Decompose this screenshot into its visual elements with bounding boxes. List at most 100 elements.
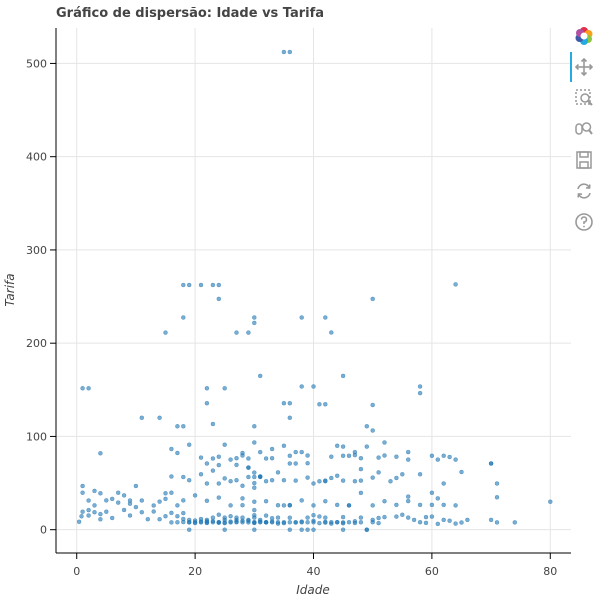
scatter-point (198, 455, 204, 460)
scatter-point (216, 282, 222, 288)
scatter-point (181, 498, 186, 503)
scatter-point (252, 424, 257, 429)
scatter-point (192, 493, 198, 498)
scatter-point (417, 384, 423, 389)
scatter-point (127, 501, 133, 506)
scatter-point (370, 475, 375, 480)
scatter-point (269, 515, 275, 521)
reset-icon[interactable] (574, 181, 594, 201)
scatter-point (252, 315, 257, 320)
scatter-point (376, 455, 381, 460)
scatter-point (104, 509, 109, 514)
scatter-point (80, 483, 85, 489)
scatter-point (222, 386, 227, 391)
scatter-point (417, 472, 423, 477)
scatter-point (358, 515, 364, 520)
scatter-point (417, 519, 423, 525)
scatter-point (269, 446, 275, 452)
scatter-point (293, 478, 298, 483)
scatter-point (287, 515, 293, 520)
scatter-point (234, 515, 239, 520)
scatter-point (405, 515, 411, 520)
x-tick-label: 80 (543, 565, 557, 578)
scatter-point (175, 450, 180, 456)
scatter-point (157, 415, 162, 421)
y-tick-label: 300 (26, 244, 47, 257)
scatter-point (305, 515, 310, 520)
scatter-point (151, 509, 156, 514)
scatter-point (323, 402, 328, 407)
scatter-point (86, 386, 91, 391)
scatter-point (287, 49, 293, 55)
bokeh-logo-icon[interactable] (574, 26, 594, 46)
scatter-point (299, 384, 304, 389)
scatter-point (429, 453, 435, 459)
scatter-point (121, 493, 127, 498)
scatter-point (281, 400, 287, 406)
scatter-point (417, 390, 423, 396)
scatter-point (228, 503, 233, 508)
scatter-point (80, 386, 85, 391)
scatter-point (429, 490, 435, 496)
scatter-point (329, 454, 334, 459)
x-ticks: 0 20 40 60 80 (73, 553, 557, 578)
save-icon[interactable] (574, 150, 594, 170)
scatter-point (175, 503, 180, 508)
box-zoom-icon[interactable] (574, 88, 594, 108)
scatter-point (358, 455, 364, 461)
scatter-point (346, 453, 352, 459)
wheel-zoom-icon[interactable] (574, 119, 594, 139)
pan-icon[interactable] (574, 57, 594, 77)
scatter-point (234, 477, 239, 483)
scatter-point (305, 460, 310, 466)
scatter-point (429, 502, 435, 508)
scatter-point (334, 502, 340, 508)
scatter-point (257, 449, 263, 455)
scatter-point (394, 454, 399, 459)
y-tick-label: 500 (26, 57, 47, 70)
scatter-point (86, 507, 91, 513)
scatter-point (109, 515, 115, 521)
scatter-point (228, 513, 233, 519)
help-icon[interactable] (574, 212, 594, 232)
scatter-point (305, 453, 310, 458)
scatter-point (133, 483, 139, 489)
scatter-point (459, 520, 464, 525)
scatter-point (186, 282, 192, 288)
scatter-point (80, 509, 85, 514)
scatter-point (139, 509, 145, 515)
scatter-point (287, 400, 293, 406)
scatter-point (263, 478, 269, 484)
scatter-point (181, 474, 186, 480)
scatter-point (323, 498, 328, 504)
scatter-point (370, 296, 375, 302)
chart-title: Gráfico de dispersão: Idade vs Tarifa (56, 6, 324, 21)
scatter-point (299, 519, 304, 524)
scatter-point (358, 478, 364, 483)
scatter-point (352, 519, 358, 524)
scatter-point (394, 514, 399, 519)
scatter-point (98, 491, 103, 496)
scatter-point (181, 510, 186, 516)
scatter-point (287, 453, 293, 459)
scatter-point (234, 462, 239, 468)
scatter-point (281, 477, 287, 483)
scatter-point (252, 320, 257, 326)
scatter-point (548, 499, 553, 504)
scatter-point (346, 503, 352, 508)
scatter-points (76, 49, 553, 532)
scatter-point (417, 502, 423, 508)
scatter-point (305, 475, 310, 480)
scatter-point (216, 481, 222, 486)
scatter-point (198, 472, 204, 477)
scatter-point (352, 452, 358, 458)
scatter-point (169, 474, 174, 479)
scatter-point (287, 415, 293, 421)
scatter-point (86, 498, 91, 503)
scatter-point (163, 491, 168, 496)
scatter-point (311, 503, 316, 508)
scatter-point (246, 517, 251, 523)
scatter-point (293, 461, 298, 466)
scatter-point (334, 473, 340, 479)
scatter-point (240, 502, 245, 508)
